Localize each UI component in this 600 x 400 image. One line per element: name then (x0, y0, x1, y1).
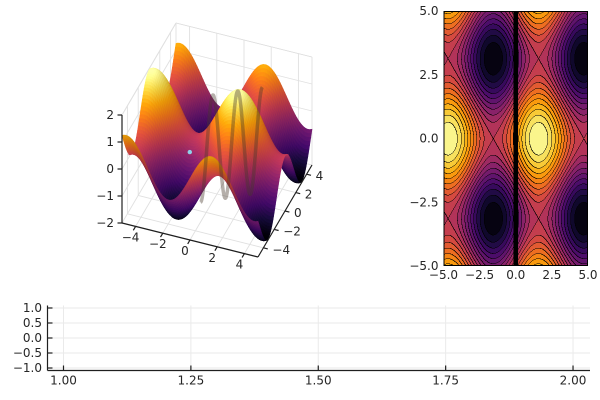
empty-axes-canvas (0, 293, 600, 400)
contour-subplot (395, 0, 600, 300)
surface3d-canvas (55, 0, 340, 295)
surface3d-subplot (55, 0, 340, 295)
contour-canvas (395, 0, 600, 300)
empty-axes-subplot (0, 293, 600, 400)
